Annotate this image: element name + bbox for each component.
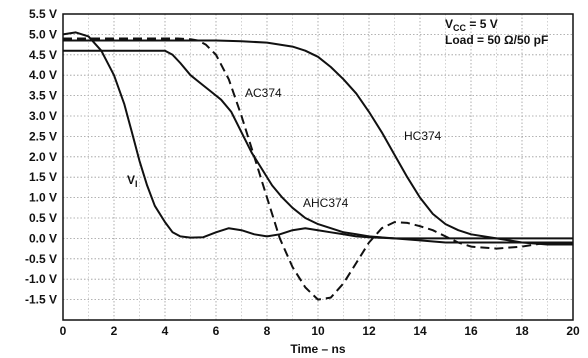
y-axis-ticks: 5.5 V 5.0 V 4.5 V 4.0 V 3.5 V 3.0 V 2.5 V 2.0 V… [25, 7, 57, 307]
x-tick-label: 14 [413, 324, 427, 338]
series-lines [62, 31, 573, 301]
y-tick-label: 5.0 V [29, 27, 57, 41]
vcc-annotation: VCC = 5 V [445, 17, 498, 33]
series-label-ahc374: AHC374 [303, 196, 349, 210]
load-annotation: Load = 50 Ω/50 pF [445, 33, 548, 47]
y-tick-label: 5.5 V [29, 7, 57, 21]
x-tick-label: 12 [362, 324, 376, 338]
x-tick-label: 18 [515, 324, 529, 338]
x-axis-label: Time – ns [290, 342, 345, 356]
y-tick-label: 2.5 V [29, 129, 57, 143]
y-tick-label: -0.5 V [25, 252, 57, 266]
series-label-vi-sub: I [135, 179, 138, 189]
x-tick-label: 6 [213, 324, 220, 338]
vcc-symbol: V [445, 17, 453, 31]
x-tick-label: 2 [111, 324, 118, 338]
x-tick-label: 0 [60, 324, 67, 338]
y-tick-label: 2.0 V [29, 150, 57, 164]
x-axis-ticks: 0 2 4 6 8 10 12 14 16 18 20 [60, 324, 580, 338]
series-label-hc374: HC374 [404, 129, 442, 143]
x-tick-label: 16 [464, 324, 478, 338]
x-tick-label: 20 [566, 324, 580, 338]
plot-frame [62, 13, 574, 321]
x-tick-label: 4 [162, 324, 169, 338]
y-tick-label: 3.5 V [29, 89, 57, 103]
y-tick-label: 0.5 V [29, 211, 57, 225]
series-label-vi: VI [127, 173, 138, 189]
y-tick-label: 4.5 V [29, 48, 57, 62]
y-tick-label: 1.0 V [29, 191, 57, 205]
grid [63, 13, 573, 320]
x-tick-label: 10 [311, 324, 325, 338]
series-label-ac374: AC374 [245, 86, 282, 100]
vcc-subscript: CC [453, 23, 466, 33]
series-line-hc374 [63, 39, 573, 246]
vcc-value: = 5 V [466, 17, 498, 31]
series-line-vi [62, 31, 573, 240]
y-tick-label: 4.0 V [29, 68, 57, 82]
y-tick-label: 1.5 V [29, 170, 57, 184]
series-label-vi-main: V [127, 173, 135, 187]
series-line-ahc374 [63, 49, 573, 244]
y-tick-label: -1.0 V [25, 272, 57, 286]
y-tick-label: 0.0 V [29, 231, 57, 245]
y-tick-label: 3.0 V [29, 109, 57, 123]
x-tick-label: 8 [264, 324, 271, 338]
y-tick-label: -1.5 V [25, 293, 57, 307]
